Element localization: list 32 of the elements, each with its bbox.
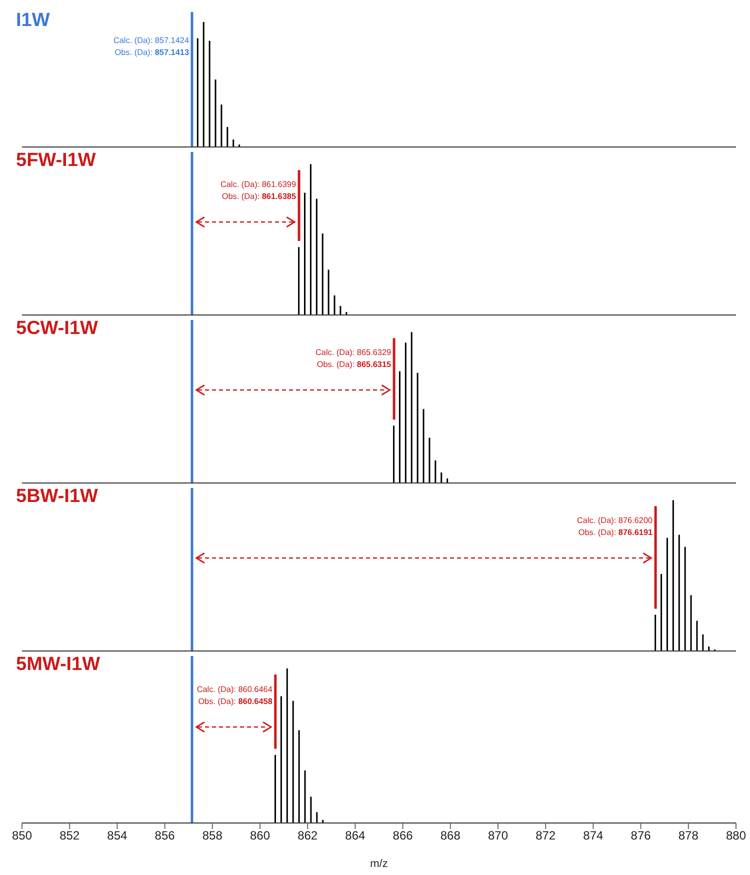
annotation: Calc. (Da): 861.6399 xyxy=(220,179,296,190)
x-tick-label: 878 xyxy=(678,828,699,843)
annotation: Obs. (Da): 861.6385 xyxy=(222,191,296,202)
x-tick-label: 856 xyxy=(154,828,176,843)
annotation: Calc. (Da): 857.1424 xyxy=(113,34,189,46)
x-tick-label: 860 xyxy=(250,828,270,843)
annotation: Obs. (Da): 857.1413 xyxy=(114,46,189,58)
x-tick-label: 874 xyxy=(583,828,604,843)
x-tick-label: 880 xyxy=(726,828,746,843)
chart-title: I1W xyxy=(16,10,50,32)
annotation: Obs. (Da): 876.6191 xyxy=(578,527,653,538)
chart-title: 5CW-I1W xyxy=(16,318,98,340)
annotation: Obs. (Da): 865.6315 xyxy=(316,359,392,370)
x-tick-label: 854 xyxy=(107,828,128,843)
x-tick-label: 866 xyxy=(392,828,414,843)
chart-title: 5MW-I1W xyxy=(16,654,100,676)
x-tick-label: 876 xyxy=(630,828,652,843)
x-tick-label: 870 xyxy=(488,828,508,843)
annotation: Calc. (Da): 865.6329 xyxy=(316,347,392,358)
x-tick-label: 862 xyxy=(298,828,318,843)
x-tick-label: 858 xyxy=(202,828,223,843)
chart-title: 5BW-I1W xyxy=(16,486,98,508)
chart-title: 5FW-I1W xyxy=(16,150,96,172)
annotation: Calc. (Da): 860.6464 xyxy=(196,684,272,695)
x-tick-label: 850 xyxy=(12,828,32,843)
annotation: Calc. (Da): 876.6200 xyxy=(577,515,653,526)
x-tick-label: 852 xyxy=(60,828,80,843)
x-tick-label: 864 xyxy=(345,828,366,843)
x-tick-label: 872 xyxy=(536,828,556,843)
x-axis-title: m/z xyxy=(370,858,388,870)
x-tick-label: 868 xyxy=(440,828,461,843)
annotation: Obs. (Da): 860.6458 xyxy=(198,696,272,707)
